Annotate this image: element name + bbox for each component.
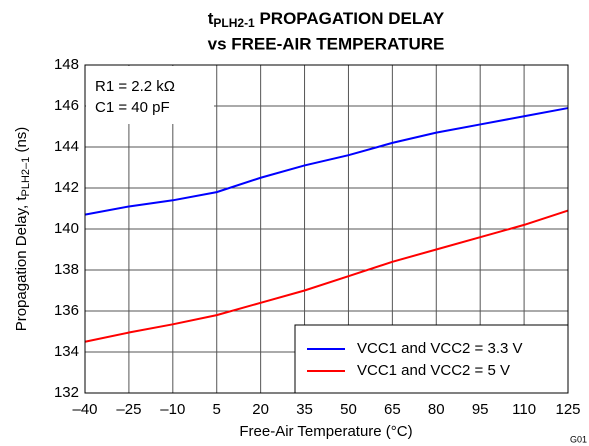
x-tick-label: 5	[213, 401, 221, 418]
legend-label: VCC1 and VCC2 = 3.3 V	[357, 340, 523, 357]
y-tick-label: 148	[54, 56, 79, 73]
figure-id: G01	[570, 434, 587, 444]
x-tick-label: 65	[384, 401, 401, 418]
line	[84, 107, 569, 216]
x-tick-label: 80	[428, 401, 445, 418]
x-tick-label: 20	[252, 401, 269, 418]
title-part: PROPAGATION DELAY	[255, 9, 445, 28]
chart-title: vs FREE-AIR TEMPERATURE	[208, 34, 445, 53]
legend-label: VCC1 and VCC2 = 5 V	[357, 362, 510, 379]
legend-box	[294, 324, 569, 394]
ylabel-part: Propagation Delay, t	[13, 196, 30, 332]
annotation: C1 = 40 pF	[95, 99, 170, 116]
ylabel-subscript: PLH2–1	[20, 157, 32, 197]
chart-title: tPLH2-1 PROPAGATION DELAY	[208, 9, 445, 30]
ylabel-part: (ns)	[13, 127, 30, 157]
title-part: t	[208, 9, 214, 28]
y-tick-label: 142	[54, 179, 79, 196]
x-axis-label: Free-Air Temperature (°C)	[239, 423, 412, 440]
annotation: R1 = 2.2 kΩ	[95, 78, 175, 95]
y-axis-label: Propagation Delay, tPLH2–1 (ns)	[13, 127, 32, 332]
x-tick-label: –10	[160, 401, 185, 418]
x-tick-label: 50	[340, 401, 357, 418]
x-tick-label: 95	[472, 401, 489, 418]
y-tick-label: 144	[54, 138, 79, 155]
x-tick-label: –25	[116, 401, 141, 418]
x-tick-label: 35	[296, 401, 313, 418]
x-tick-label: 125	[555, 401, 580, 418]
x-tick-label: 110	[512, 401, 536, 418]
y-tick-label: 136	[54, 302, 79, 319]
y-tick-label: 132	[54, 384, 79, 401]
line	[84, 209, 569, 343]
title-subscript: PLH2-1	[213, 16, 255, 30]
y-tick-label: 140	[54, 220, 79, 237]
y-tick-label: 138	[54, 261, 79, 278]
y-tick-label: 134	[54, 343, 79, 360]
annotation-box	[86, 66, 214, 124]
y-tick-label: 146	[54, 97, 79, 114]
x-tick-label: –40	[72, 401, 97, 418]
